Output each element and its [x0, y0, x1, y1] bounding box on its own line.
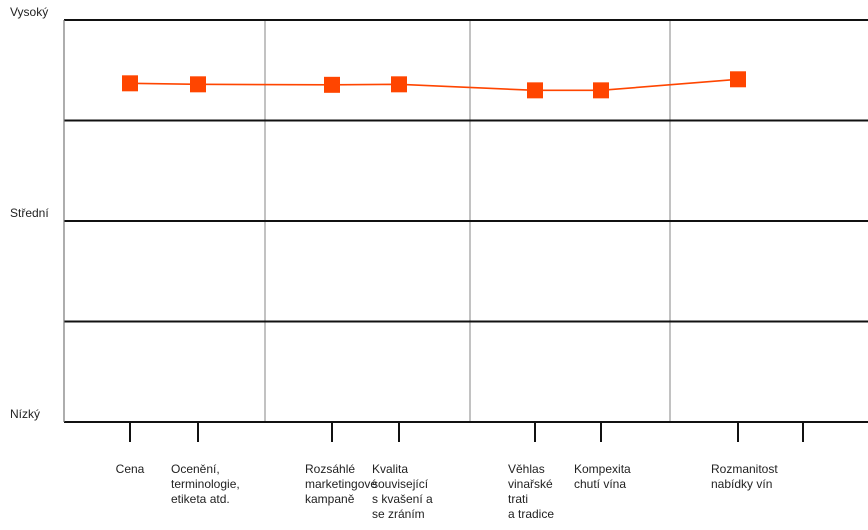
category-label-2: Ocenění, terminologie, etiketa atd.	[171, 462, 240, 506]
series-line-1	[129, 78, 739, 92]
category-label-4: Kvalita související s kvašení a se zráním	[372, 462, 433, 521]
data-point-1	[122, 75, 138, 92]
category-label-5: Věhlas vinařské trati a tradice	[508, 462, 554, 521]
data-point-6	[593, 82, 609, 99]
category-label-6: Kompexita chutí vína	[574, 462, 631, 491]
category-label-3: Rozsáhlé marketingové kampaně	[305, 462, 377, 506]
x-axis-ticks	[129, 422, 804, 442]
y-level-label-1: Nízký	[10, 407, 40, 421]
y-axis-labels: Nízký Střední Vysoký	[10, 5, 49, 421]
data-point-7	[730, 71, 746, 88]
y-level-label-3: Vysoký	[10, 5, 48, 19]
series-layer	[122, 71, 746, 99]
y-level-label-2: Střední	[10, 206, 49, 220]
data-point-2	[190, 76, 206, 93]
data-point-4	[391, 76, 407, 93]
data-point-3	[324, 76, 340, 93]
data-point-5	[527, 82, 543, 99]
grid-horizontal-lines	[64, 19, 868, 423]
category-label-1: Cena	[116, 462, 145, 476]
category-label-7: Rozmanitost nabídky vín	[711, 462, 778, 491]
x-axis-labels: Cena Ocenění, terminologie, etiketa atd. Roz…	[116, 462, 779, 521]
